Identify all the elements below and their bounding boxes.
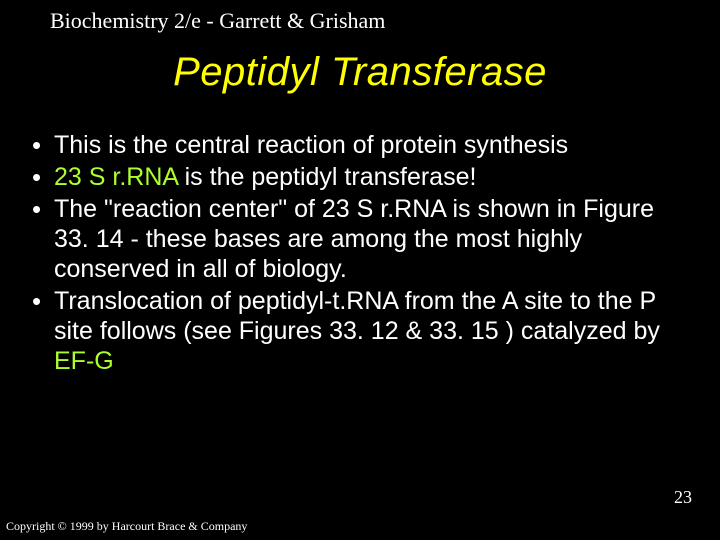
bullet-pre: Translocation of peptidyl-t.RNA from the… <box>54 287 660 345</box>
bullet-text: The "reaction center" of 23 S r.RNA is s… <box>54 194 690 284</box>
bullet-text: Translocation of peptidyl-t.RNA from the… <box>54 286 690 376</box>
bullet-dot-icon: • <box>30 286 54 316</box>
page-number: 23 <box>674 487 692 508</box>
bullet-item: • The "reaction center" of 23 S r.RNA is… <box>30 194 690 284</box>
header-text: Biochemistry 2/e - Garrett & Grisham <box>50 8 385 34</box>
bullet-text: 23 S r.RNA is the peptidyl transferase! <box>54 162 690 192</box>
bullet-text: This is the central reaction of protein … <box>54 130 690 160</box>
bullet-pre: The "reaction center" of 23 S r.RNA is s… <box>54 195 654 283</box>
bullet-highlight: 23 S r.RNA <box>54 163 178 191</box>
bullet-dot-icon: • <box>30 162 54 192</box>
bullet-dot-icon: • <box>30 130 54 160</box>
slide-title: Peptidyl Transferase <box>0 50 720 95</box>
bullet-post: is the peptidyl transferase! <box>178 163 477 191</box>
bullet-pre: This is the central reaction of protein … <box>54 131 568 159</box>
bullet-item: • This is the central reaction of protei… <box>30 130 690 160</box>
bullet-dot-icon: • <box>30 194 54 224</box>
bullet-item: • 23 S r.RNA is the peptidyl transferase… <box>30 162 690 192</box>
bullet-list: • This is the central reaction of protei… <box>30 130 690 378</box>
bullet-item: • Translocation of peptidyl-t.RNA from t… <box>30 286 690 376</box>
copyright-text: Copyright © 1999 by Harcourt Brace & Com… <box>6 519 247 534</box>
bullet-highlight: EF-G <box>54 347 114 375</box>
